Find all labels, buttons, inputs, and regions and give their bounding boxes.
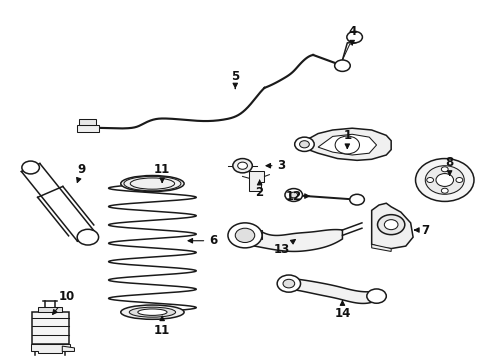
- Circle shape: [238, 162, 247, 169]
- Text: 5: 5: [231, 70, 240, 89]
- Circle shape: [347, 31, 363, 43]
- Text: 3: 3: [266, 159, 286, 172]
- Circle shape: [22, 161, 39, 174]
- Polygon shape: [62, 346, 74, 351]
- Circle shape: [233, 158, 252, 173]
- Text: 2: 2: [256, 180, 264, 199]
- Circle shape: [384, 220, 398, 230]
- Text: 11: 11: [154, 163, 171, 183]
- Circle shape: [425, 166, 464, 194]
- Text: 7: 7: [415, 224, 429, 237]
- Circle shape: [228, 223, 262, 248]
- Polygon shape: [372, 244, 391, 251]
- Ellipse shape: [129, 307, 175, 317]
- Text: 13: 13: [273, 239, 295, 256]
- Circle shape: [350, 194, 365, 205]
- Polygon shape: [30, 344, 70, 353]
- Circle shape: [285, 189, 302, 202]
- Polygon shape: [249, 171, 265, 191]
- Polygon shape: [372, 203, 413, 249]
- Text: 1: 1: [343, 129, 351, 148]
- Text: 8: 8: [445, 156, 454, 175]
- Circle shape: [290, 192, 297, 198]
- Text: 14: 14: [334, 301, 351, 320]
- Polygon shape: [31, 312, 69, 344]
- Polygon shape: [289, 278, 376, 303]
- Polygon shape: [255, 226, 343, 251]
- Ellipse shape: [138, 309, 167, 315]
- Text: 6: 6: [188, 234, 218, 247]
- Circle shape: [283, 279, 294, 288]
- Text: 4: 4: [348, 25, 356, 45]
- Polygon shape: [77, 125, 99, 132]
- Polygon shape: [79, 119, 97, 125]
- Circle shape: [377, 215, 405, 235]
- Text: 10: 10: [52, 289, 75, 314]
- Polygon shape: [318, 134, 376, 155]
- Circle shape: [294, 137, 314, 152]
- Ellipse shape: [121, 305, 184, 319]
- Circle shape: [299, 141, 309, 148]
- Circle shape: [335, 136, 360, 154]
- Text: 12: 12: [286, 190, 309, 203]
- Circle shape: [235, 228, 255, 243]
- Ellipse shape: [121, 176, 184, 192]
- Circle shape: [77, 229, 98, 245]
- Polygon shape: [303, 128, 391, 160]
- Circle shape: [441, 188, 448, 193]
- Circle shape: [427, 177, 434, 183]
- Text: 11: 11: [154, 316, 171, 337]
- Polygon shape: [38, 307, 62, 312]
- Polygon shape: [252, 230, 262, 239]
- Circle shape: [335, 60, 350, 71]
- Circle shape: [367, 289, 386, 303]
- Circle shape: [456, 177, 463, 183]
- Circle shape: [277, 275, 300, 292]
- Circle shape: [441, 167, 448, 172]
- Circle shape: [416, 158, 474, 202]
- Text: 9: 9: [76, 163, 86, 183]
- Circle shape: [436, 174, 454, 186]
